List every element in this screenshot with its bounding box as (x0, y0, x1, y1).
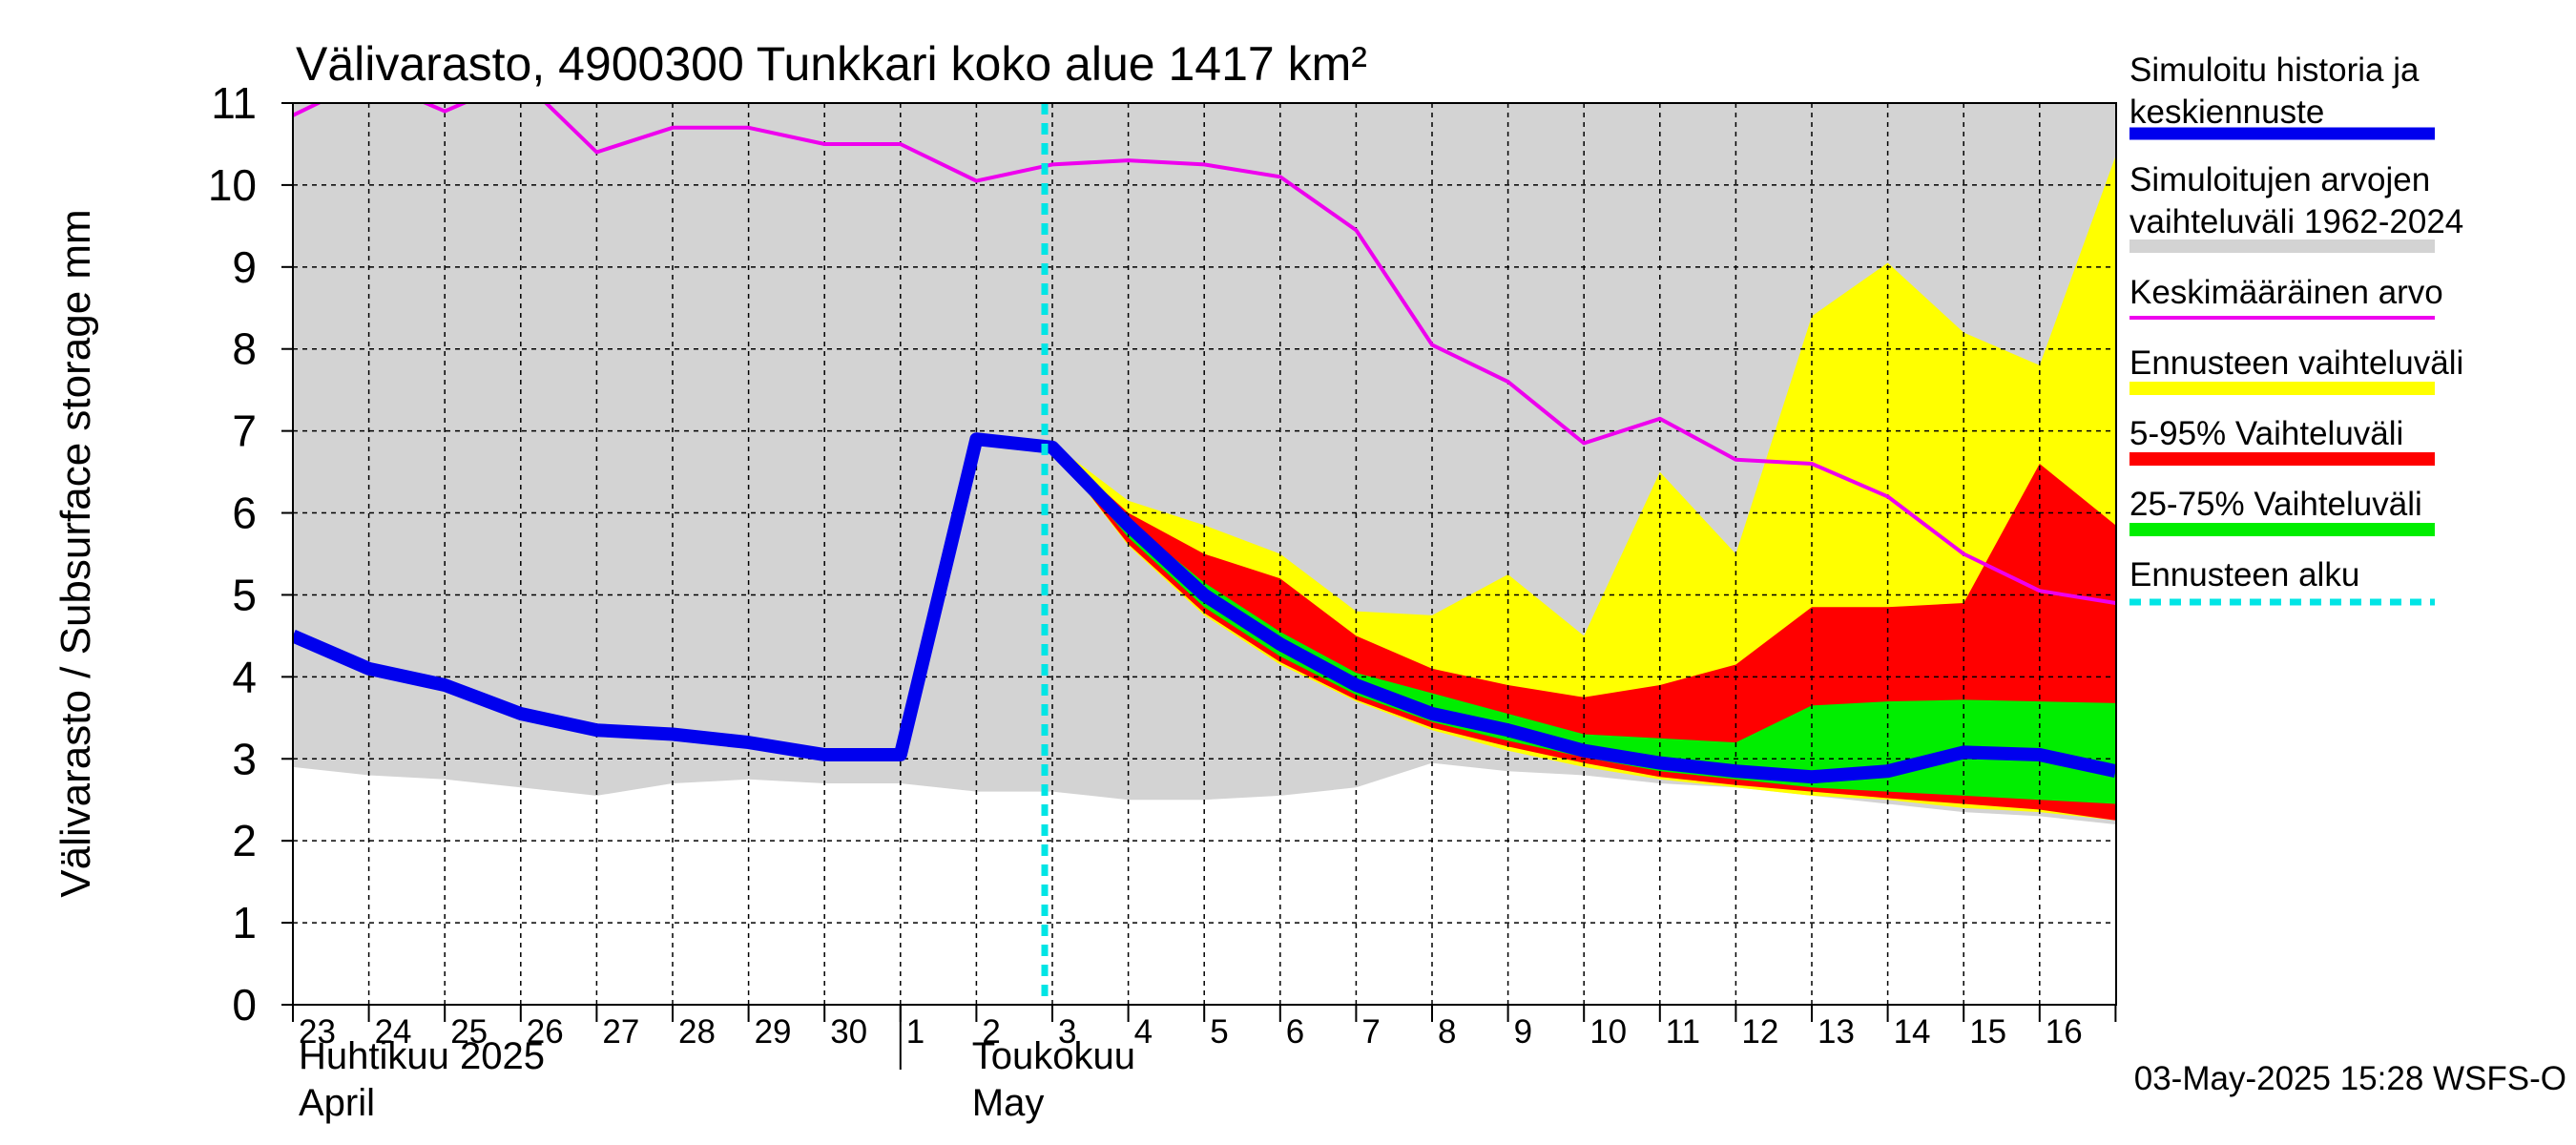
x-tick-label: 3 (1058, 1013, 1076, 1051)
month-label-fi: Toukokuu (972, 1035, 1135, 1077)
legend-label: Ennusteen alku (2129, 556, 2359, 593)
chart-title: Välivarasto, 4900300 Tunkkari koko alue … (296, 37, 1367, 91)
legend-label: Ennusteen vaihteluväli (2129, 344, 2463, 382)
x-tick-label: 1 (906, 1013, 924, 1051)
legend-label-line: vaihteluväli 1962-2024 (2129, 203, 2463, 240)
y-tick-label: 9 (232, 242, 257, 292)
y-axis: 0 1 2 3 4 5 6 7 8 9 10 11 (208, 78, 293, 1030)
legend-label-line: Simuloitu historia ja (2129, 52, 2420, 89)
legend: Simuloitu historia ja keskiennusteSimuloi… (2129, 52, 2463, 606)
x-tick-label: 4 (1134, 1013, 1153, 1051)
x-tick-label: 6 (1286, 1013, 1304, 1051)
y-tick-label: 1 (232, 898, 257, 947)
y-tick-label: 5 (232, 570, 257, 619)
plot-area (292, 102, 2117, 1006)
y-axis-title: Välivarasto / Subsurface storage mm (52, 209, 99, 897)
x-tick-label: 28 (678, 1013, 716, 1051)
x-tick-label: 23 (299, 1013, 336, 1051)
month-label-en: May (972, 1082, 1045, 1124)
month-label-en: April (299, 1082, 375, 1124)
x-tick-label: 27 (602, 1013, 639, 1051)
x-tick-label: 26 (527, 1013, 564, 1051)
x-tick-label: 7 (1361, 1013, 1380, 1051)
legend-label: Simuloitu historia ja keskiennuste (2129, 52, 2420, 131)
x-tick-label: 12 (1741, 1013, 1778, 1051)
legend-label: 25-75% Vaihteluväli (2129, 486, 2422, 523)
y-tick-label: 3 (232, 734, 257, 783)
x-axis: 23 24 25 26 27 28 29 30 1 2 3 4 5 6 7 8 9 10 11 12 13 14 15 16H… (292, 1005, 2117, 1124)
x-tick-label: 16 (2046, 1013, 2083, 1051)
x-tick-label: 29 (755, 1013, 792, 1051)
x-tick-label: 25 (450, 1013, 488, 1051)
y-tick-label: 8 (232, 324, 257, 374)
y-tick-label: 11 (211, 78, 257, 128)
x-tick-label: 13 (1818, 1013, 1855, 1051)
x-tick-label: 8 (1438, 1013, 1456, 1051)
x-tick-label: 2 (982, 1013, 1000, 1051)
y-tick-label: 7 (232, 406, 257, 456)
x-tick-label: 11 (1666, 1013, 1700, 1051)
x-tick-label: 14 (1894, 1013, 1931, 1051)
legend-label: Keskimääräinen arvo (2129, 274, 2443, 311)
x-tick-label: 24 (375, 1013, 412, 1051)
month-label-fi: Huhtikuu 2025 (299, 1035, 545, 1077)
series-mean-line (293, 103, 2116, 605)
series-simulated-line (293, 432, 2116, 784)
legend-label-line: keskiennuste (2129, 94, 2324, 131)
x-tick-label: 30 (830, 1013, 867, 1051)
legend-label-line: Simuloitujen arvojen (2129, 161, 2430, 198)
y-tick-label: 10 (208, 160, 257, 210)
x-tick-label: 5 (1210, 1013, 1228, 1051)
y-tick-label: 0 (232, 980, 257, 1030)
legend-label: Simuloitujen arvojen vaihteluväli 1962-20… (2129, 161, 2463, 240)
x-tick-label: 15 (1969, 1013, 2006, 1051)
legend-label: 5-95% Vaihteluväli (2129, 415, 2403, 452)
timestamp-label: 03-May-2025 15:28 WSFS-O (2134, 1060, 2566, 1097)
x-tick-label: 10 (1589, 1013, 1627, 1051)
y-tick-label: 6 (232, 489, 257, 538)
x-tick-label: 9 (1514, 1013, 1532, 1051)
band-25-75 (1052, 446, 2116, 804)
y-tick-label: 4 (232, 652, 257, 701)
y-tick-label: 2 (232, 816, 257, 865)
